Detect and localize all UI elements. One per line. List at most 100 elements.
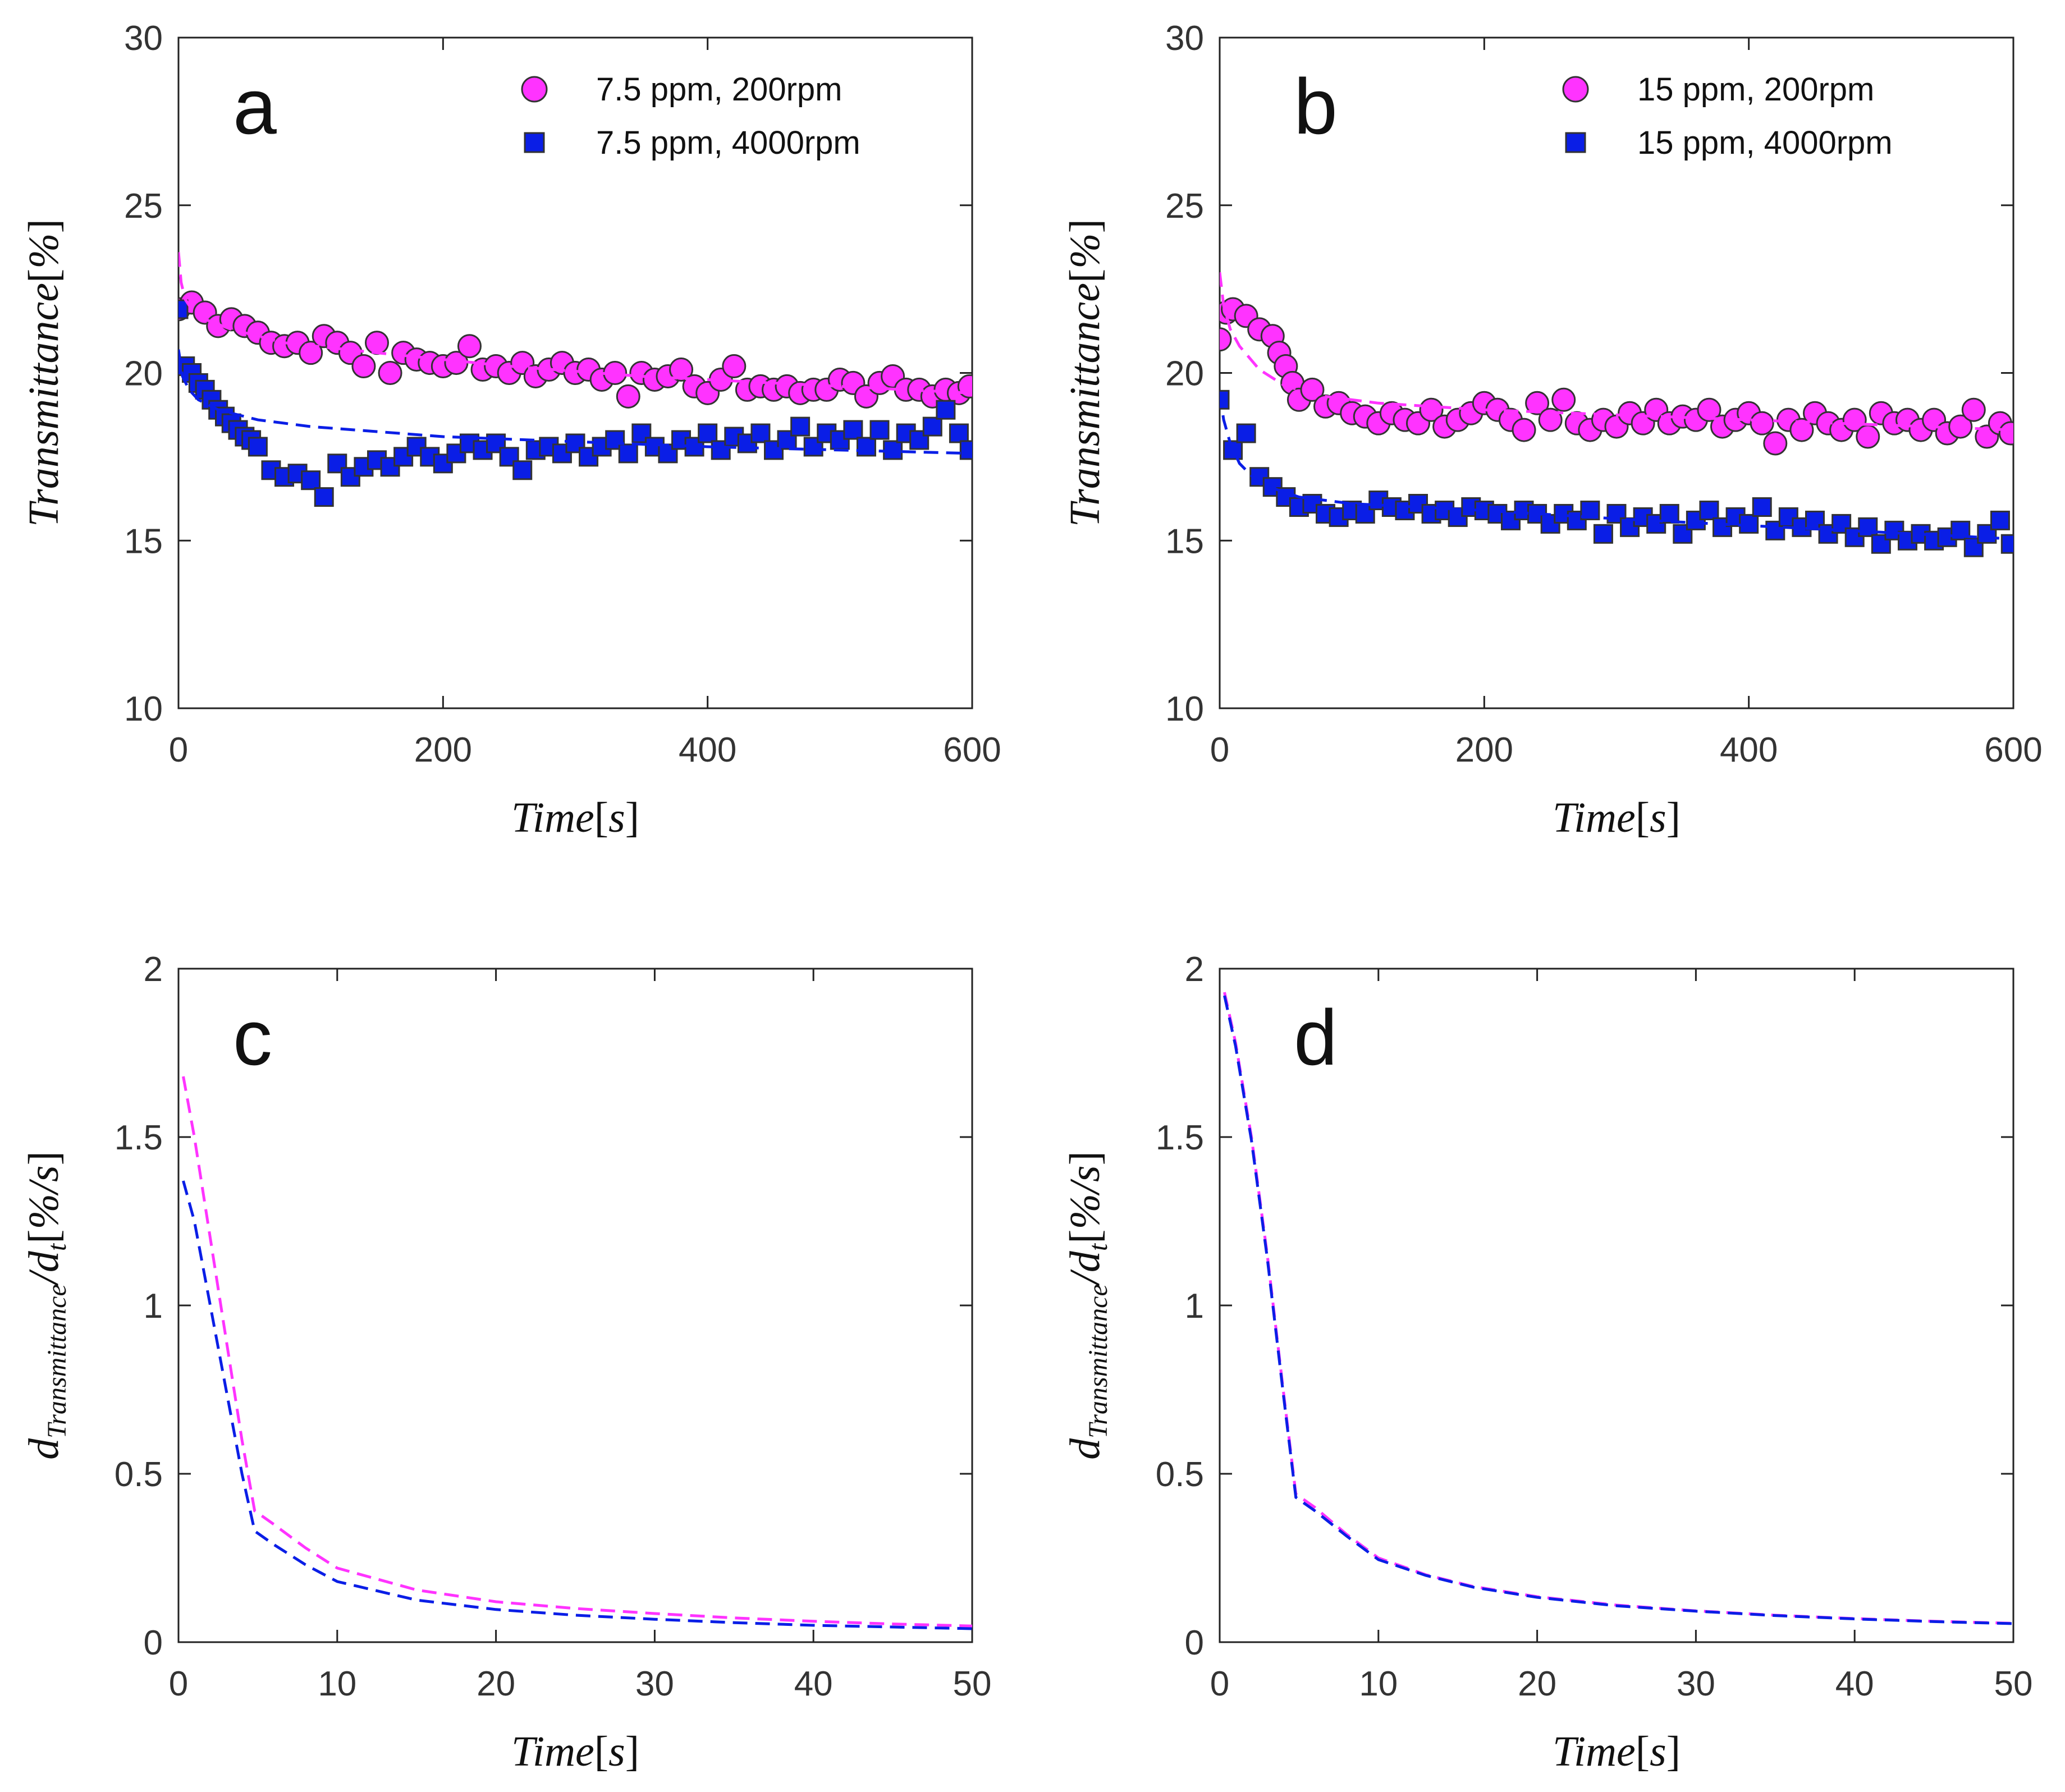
data-point: [1856, 424, 1880, 449]
data-point: [750, 423, 771, 443]
data-point: [1220, 327, 1232, 352]
x-tick-label: 0: [169, 731, 188, 769]
data-point: [1961, 397, 1986, 422]
y-tick-label: 20: [1165, 355, 1204, 393]
y-tick-label: 1.5: [115, 1119, 163, 1157]
legend-entry: 7.5 ppm, 4000rpm: [596, 125, 860, 161]
x-tick-label: 0: [1210, 731, 1229, 769]
data-point: [1750, 411, 1774, 436]
x-tick-label: 400: [1720, 731, 1778, 769]
y-tick-label: 15: [124, 522, 163, 561]
data-point: [1300, 377, 1325, 402]
axis-label: dTransmittance/dt[%/s]: [20, 1151, 72, 1460]
data-point: [1699, 500, 1719, 520]
x-tick-label: 20: [477, 1665, 515, 1703]
x-tick-label: 40: [1835, 1665, 1874, 1703]
x-tick-label: 30: [635, 1665, 674, 1703]
data-point: [856, 437, 876, 457]
axis-label: Time[s]: [1553, 794, 1681, 841]
data-point: [1990, 510, 2010, 530]
panel-c: 0 10 20 30 40 50 0 0.5 1 1.5 2 Time[s] dTransmittanc…: [20, 950, 991, 1775]
data-point: [1512, 418, 1536, 442]
data-point: [669, 358, 694, 382]
plot-content: [1223, 992, 2013, 1625]
data-point: [1646, 514, 1666, 534]
data-point: [301, 470, 321, 491]
data-point: [1659, 503, 1679, 524]
axis-label: Time[s]: [1553, 1728, 1681, 1775]
data-point: [1858, 517, 1878, 537]
plot-area: [177, 968, 973, 1643]
y-tick-label: 2: [144, 950, 163, 989]
data-point: [512, 460, 533, 480]
x-tick-label: 20: [1518, 1665, 1556, 1703]
y-tick-label: 10: [1165, 690, 1204, 728]
x-tick-label: 50: [953, 1665, 992, 1703]
x-tick-label: 10: [318, 1665, 356, 1703]
y-tick-label: 30: [124, 19, 163, 58]
y-tick-label: 10: [124, 690, 163, 728]
axis-label: dTransmittance/dt[%/s]: [1061, 1151, 1113, 1460]
x-tick-label: 400: [679, 731, 736, 769]
data-point: [722, 354, 747, 379]
y-tick-label: 25: [124, 187, 163, 226]
data-point: [178, 299, 189, 319]
series-line: [1223, 995, 2013, 1625]
legend-marker-square: [524, 132, 545, 153]
data-point: [365, 331, 389, 355]
data-point: [949, 423, 969, 443]
data-point: [565, 433, 585, 453]
data-point: [1697, 397, 1721, 422]
legend: 15 ppm, 200rpm 15 ppm, 4000rpm: [1562, 71, 1893, 161]
data-point: [248, 437, 268, 457]
y-tick-label: 25: [1165, 187, 1204, 226]
data-point: [616, 384, 640, 409]
data-point: [922, 416, 942, 437]
data-point: [1842, 407, 1867, 432]
data-point: [843, 420, 863, 440]
legend: 7.5 ppm, 200rpm 7.5 ppm, 4000rpm: [521, 71, 860, 161]
data-point: [1551, 387, 1576, 412]
data-point: [1763, 431, 1788, 456]
data-point: [957, 374, 972, 398]
plot-area: [1219, 36, 2014, 709]
series-squares: [178, 299, 972, 507]
data-point: [351, 354, 376, 379]
series-line: [182, 1180, 972, 1630]
data-point: [1752, 497, 1772, 517]
fit-curve: [178, 252, 972, 395]
legend-entry: 7.5 ppm, 200rpm: [596, 71, 842, 108]
legend-marker-square: [1565, 132, 1586, 153]
x-tick-label: 600: [943, 731, 1001, 769]
x-tick-label: 10: [1359, 1665, 1398, 1703]
legend-marker-circle: [1562, 76, 1589, 103]
fit-curve: [178, 349, 972, 455]
x-tick-label: 50: [1994, 1665, 2033, 1703]
data-point: [340, 467, 360, 487]
axis-label: Time[s]: [511, 1728, 639, 1775]
data-point: [1525, 391, 1550, 415]
y-tick-label: 1: [144, 1287, 163, 1326]
data-point: [790, 416, 811, 437]
data-point: [618, 443, 638, 464]
series-line: [182, 1076, 972, 1628]
panel-b: 0 200 400 600 10 15 20 25 30 Time[s] Transmittance…: [1061, 19, 2043, 841]
data-point: [1593, 524, 1613, 544]
panel-d: 0 10 20 30 40 50 0 0.5 1 1.5 2 Time[s] dTransmittanc…: [1061, 950, 2032, 1775]
data-point: [1998, 421, 2013, 446]
legend-entry: 15 ppm, 4000rpm: [1637, 125, 1893, 161]
x-tick-label: 30: [1677, 1665, 1715, 1703]
y-tick-label: 0.5: [115, 1455, 163, 1494]
y-tick-label: 1: [1185, 1287, 1204, 1326]
fit-curve: [1220, 272, 2013, 432]
x-tick-label: 40: [794, 1665, 833, 1703]
y-tick-label: 0.5: [1156, 1455, 1204, 1494]
data-point: [869, 420, 890, 440]
panel-a: 0 200 400 600 10 15 20 25 30 Time[s] Transmittance…: [20, 19, 1001, 841]
panel-letter: b: [1294, 62, 1338, 150]
data-point: [959, 440, 972, 460]
data-point: [1236, 423, 1256, 443]
fit-curve: [1220, 393, 2013, 540]
legend-marker-circle: [521, 76, 548, 103]
plot-content: [178, 252, 972, 507]
